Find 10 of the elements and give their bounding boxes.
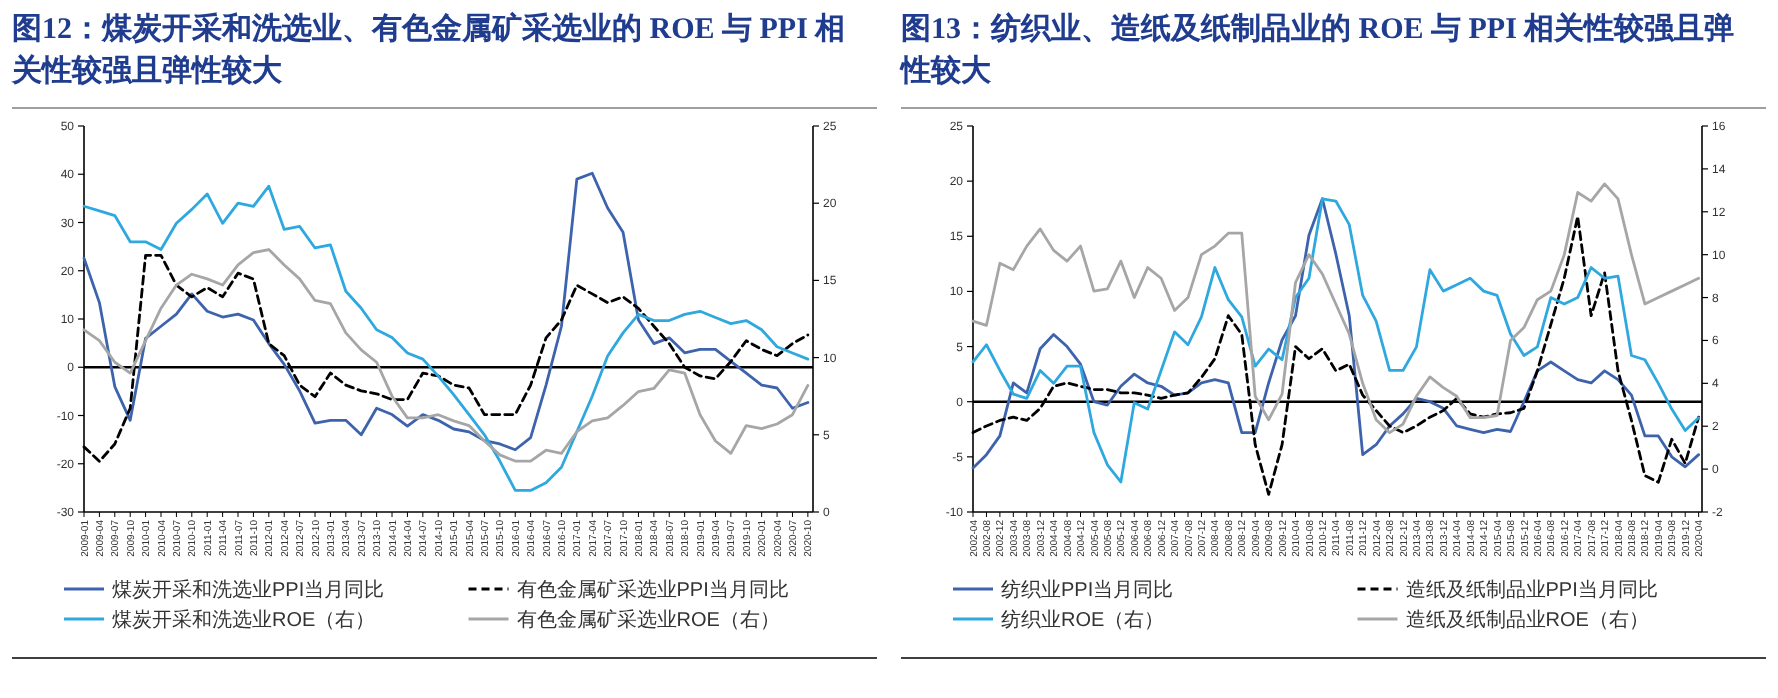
legend-label: 造纸及纸制品业PPI当月同比 xyxy=(1405,578,1658,602)
legend-label: 纺织业PPI当月同比 xyxy=(1001,578,1174,602)
legend-label: 纺织业ROE（右） xyxy=(1001,608,1165,632)
chart-title: 图12：煤炭开采和洗选业、有色金属矿采选业的 ROE 与 PPI 相关性较强且弹性较大 xyxy=(10,10,846,88)
legend-label: 煤炭开采和洗选业PPI当月同比 xyxy=(112,578,385,602)
legend-label: 煤炭开采和洗选业ROE（右） xyxy=(112,608,376,632)
chart-title: 图13：纺织业、造纸及纸制品业的 ROE 与 PPI 相关性较强且弹性较大 xyxy=(899,10,1735,88)
legend-label: 造纸及纸制品业ROE（右） xyxy=(1405,608,1649,632)
legend-label: 有色金属矿采选业PPI当月同比 xyxy=(516,578,789,602)
legend-label: 有色金属矿采选业ROE（右） xyxy=(516,608,780,632)
